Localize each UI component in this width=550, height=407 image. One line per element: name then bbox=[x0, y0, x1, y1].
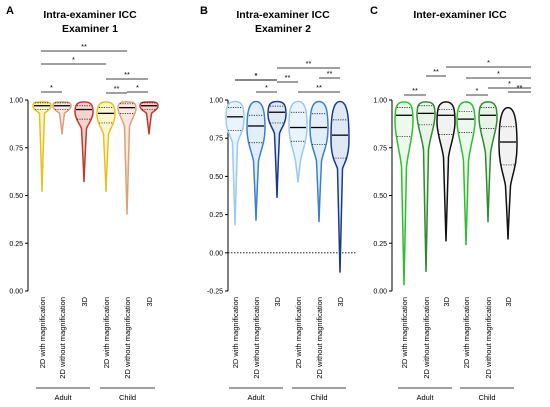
significance-label: * bbox=[487, 58, 490, 67]
significance-label: * bbox=[255, 71, 258, 80]
violin-5 bbox=[309, 100, 329, 223]
significance-label: ** bbox=[114, 84, 120, 93]
y-tick-label: 0.25 bbox=[209, 212, 223, 219]
panel-title: Intra-examiner ICC bbox=[43, 9, 137, 21]
x-tick-label: 2D with magnification bbox=[231, 297, 240, 368]
x-tick-label: 2D without magnification bbox=[252, 297, 261, 379]
y-tick-label: 0.50 bbox=[9, 193, 23, 200]
y-tick-label: 0.00 bbox=[373, 289, 387, 296]
x-tick-label: 2D with magnification bbox=[462, 297, 471, 368]
significance-label: ** bbox=[412, 86, 418, 95]
x-tick-label: 2D without magnification bbox=[58, 297, 67, 379]
significance-label: ** bbox=[316, 83, 322, 92]
significance-label: ** bbox=[81, 42, 87, 51]
x-tick-label: 2D without magnification bbox=[123, 297, 132, 379]
panel-b: B Intra-examiner ICC Examiner 2 -0.25 0.0… bbox=[200, 5, 356, 402]
y-tick-label: 0.75 bbox=[9, 145, 23, 152]
significance-label: * bbox=[50, 83, 53, 92]
violin-1 bbox=[225, 100, 245, 226]
x-tick-label: 3D bbox=[145, 296, 154, 306]
x-tick-label: 3D bbox=[273, 296, 282, 306]
significance-label: * bbox=[265, 83, 268, 92]
violin-6 bbox=[498, 106, 518, 240]
violin-3 bbox=[74, 101, 94, 183]
panel-subtitle: Examiner 2 bbox=[255, 23, 311, 35]
y-tick-label: 0.50 bbox=[209, 174, 223, 181]
violin-6 bbox=[139, 101, 159, 135]
group-label: Child bbox=[310, 393, 327, 402]
x-tick-label: 2D with magnification bbox=[400, 297, 409, 368]
y-tick-label: 1.00 bbox=[9, 98, 23, 105]
x-tick-label: 2D with magnification bbox=[294, 297, 303, 368]
x-tick-label: 3D bbox=[80, 296, 89, 306]
x-tick-label: 2D without magnification bbox=[315, 297, 324, 379]
panel-subtitle: Examiner 1 bbox=[62, 23, 118, 35]
violin-4 bbox=[96, 101, 116, 192]
x-tick-label: 3D bbox=[504, 296, 513, 306]
y-tick-label: 1.00 bbox=[209, 98, 223, 105]
group-label: Child bbox=[119, 393, 136, 402]
x-tick-label: 2D without magnification bbox=[422, 297, 431, 379]
violin-3 bbox=[436, 101, 456, 242]
significance-label: ** bbox=[306, 59, 312, 68]
panel-letter: A bbox=[6, 5, 14, 17]
panel-letter: B bbox=[200, 5, 208, 17]
y-tick-label: 0.75 bbox=[209, 136, 223, 143]
x-tick-label: 2D without magnification bbox=[484, 297, 493, 379]
violin-4 bbox=[456, 101, 476, 246]
y-tick-label: 0.00 bbox=[9, 289, 23, 296]
panel-title: Inter-examiner ICC bbox=[413, 9, 507, 21]
violin-4 bbox=[288, 100, 308, 183]
y-tick-label: -0.25 bbox=[207, 289, 223, 296]
significance-label: * bbox=[136, 83, 139, 92]
panel-letter: C bbox=[370, 5, 378, 17]
violin-2 bbox=[246, 100, 266, 221]
significance-label: * bbox=[72, 55, 75, 64]
y-tick-label: 0.75 bbox=[373, 145, 387, 152]
x-tick-label: 2D with magnification bbox=[38, 297, 47, 368]
significance-label: ** bbox=[517, 83, 523, 92]
significance-label: * bbox=[497, 69, 500, 78]
y-tick-label: 0.25 bbox=[9, 241, 23, 248]
violin-1 bbox=[394, 101, 414, 286]
y-tick-label: 0.50 bbox=[373, 193, 387, 200]
panel-a: A Intra-examiner ICC Examiner 1 0.00 0.25… bbox=[6, 5, 159, 402]
panel-title: Intra-examiner ICC bbox=[236, 9, 330, 21]
significance-label: ** bbox=[433, 67, 439, 76]
violin-5 bbox=[478, 101, 498, 223]
violin-2 bbox=[416, 101, 436, 272]
significance-label: * bbox=[255, 71, 258, 80]
y-tick-label: 0.00 bbox=[209, 250, 223, 257]
significance-label: * bbox=[476, 86, 479, 95]
violin-1 bbox=[32, 101, 52, 192]
significance-label: ** bbox=[327, 69, 333, 78]
x-tick-label: 2D with magnification bbox=[102, 297, 111, 368]
group-label: Adult bbox=[54, 393, 72, 402]
group-label: Adult bbox=[416, 393, 434, 402]
significance-label: * bbox=[508, 79, 511, 88]
y-tick-label: 1.00 bbox=[373, 98, 387, 105]
panel-c: C Inter-examiner ICC 0.00 0.25 0.50 0.75 1.0… bbox=[370, 5, 531, 402]
violin-6 bbox=[330, 100, 350, 273]
y-tick-label: 0.25 bbox=[373, 241, 387, 248]
x-tick-label: 3D bbox=[336, 296, 345, 306]
significance-label: ** bbox=[124, 70, 130, 79]
violin-3 bbox=[267, 100, 287, 198]
group-label: Adult bbox=[247, 393, 265, 402]
violin-5 bbox=[117, 101, 137, 215]
significance-label: ** bbox=[285, 73, 291, 82]
violin-2 bbox=[52, 101, 72, 135]
x-tick-label: 3D bbox=[442, 296, 451, 306]
group-label: Child bbox=[478, 393, 495, 402]
